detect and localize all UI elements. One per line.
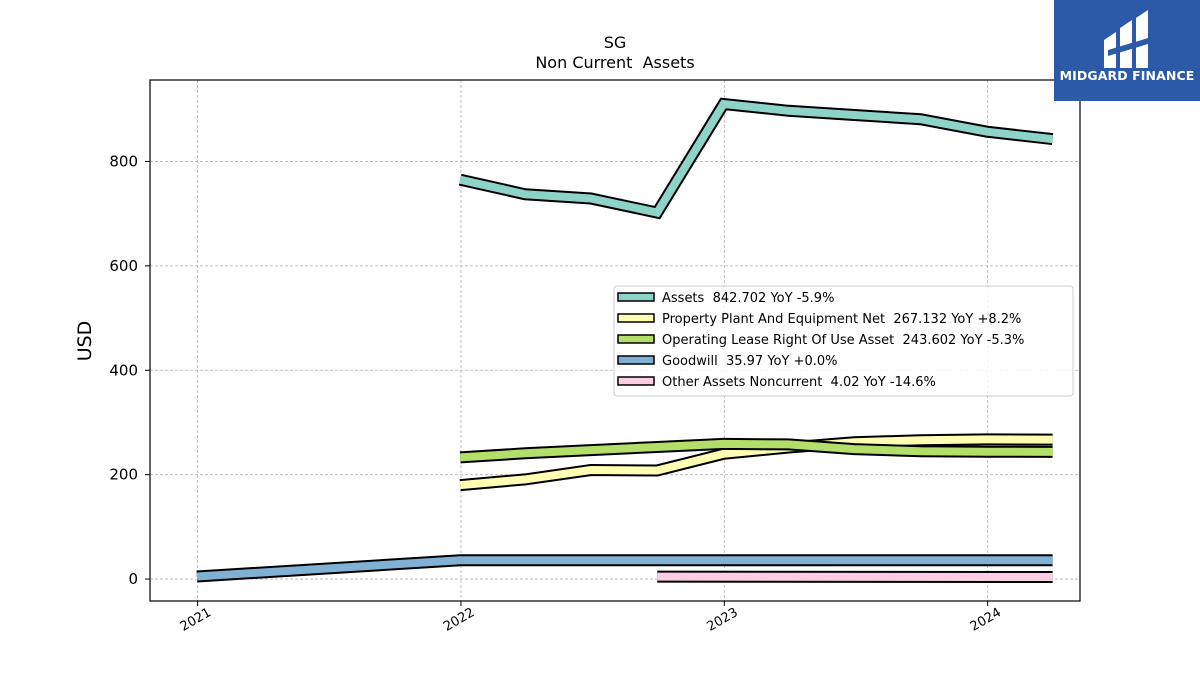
y-tick-label: 600 <box>109 257 138 275</box>
legend-label: Assets 842.702 YoY -5.9% <box>662 291 834 306</box>
x-tick-label: 2024 <box>968 605 1004 635</box>
brand-name: MIDGARD FINANCE <box>1059 68 1195 83</box>
series-layer <box>196 97 1054 583</box>
legend-swatch <box>617 292 655 302</box>
y-tick-label: 200 <box>109 466 138 484</box>
legend-item: Operating Lease Right Of Use Asset 243.6… <box>617 333 1024 348</box>
legend-label: Goodwill 35.97 YoY +0.0% <box>662 354 837 369</box>
y-tick-label: 400 <box>109 361 138 379</box>
x-tick-label: 2021 <box>178 605 214 635</box>
x-tick-label: 2023 <box>704 605 740 635</box>
legend-swatch <box>617 334 655 344</box>
series-line-property-plant-and-equipment-net <box>459 435 1053 490</box>
legend-label: Operating Lease Right Of Use Asset 243.6… <box>662 333 1024 348</box>
series-line-assets <box>459 99 1054 218</box>
chart-subtitle: Non Current Assets <box>535 53 694 72</box>
legend: Assets 842.702 YoY -5.9% Property Plant A… <box>613 285 1074 397</box>
legend-swatch <box>617 313 655 323</box>
y-axis-label: USD <box>74 321 96 362</box>
brand-logo: MIDGARD FINANCE <box>1054 0 1200 101</box>
series-line-operating-lease-right-of-use-asset <box>459 439 1053 462</box>
legend-swatch <box>617 376 655 386</box>
y-tick-label: 800 <box>109 152 138 170</box>
legend-item: Property Plant And Equipment Net 267.132… <box>617 312 1021 327</box>
series-line-goodwill <box>196 556 1053 581</box>
legend-label: Other Assets Noncurrent 4.02 YoY -14.6% <box>662 375 936 390</box>
legend-item: Other Assets Noncurrent 4.02 YoY -14.6% <box>617 375 936 390</box>
plot-frame <box>149 79 1081 602</box>
legend-item: Goodwill 35.97 YoY +0.0% <box>617 354 837 369</box>
legend-item: Assets 842.702 YoY -5.9% <box>617 291 834 306</box>
legend-swatch <box>617 355 655 365</box>
y-tick-label: 0 <box>128 570 138 588</box>
chart-title: SG <box>604 33 627 52</box>
legend-box <box>613 285 1074 397</box>
midgard-logo-icon <box>1104 10 1148 68</box>
legend-label: Property Plant And Equipment Net 267.132… <box>662 312 1021 327</box>
x-tick-label: 2022 <box>441 605 477 635</box>
